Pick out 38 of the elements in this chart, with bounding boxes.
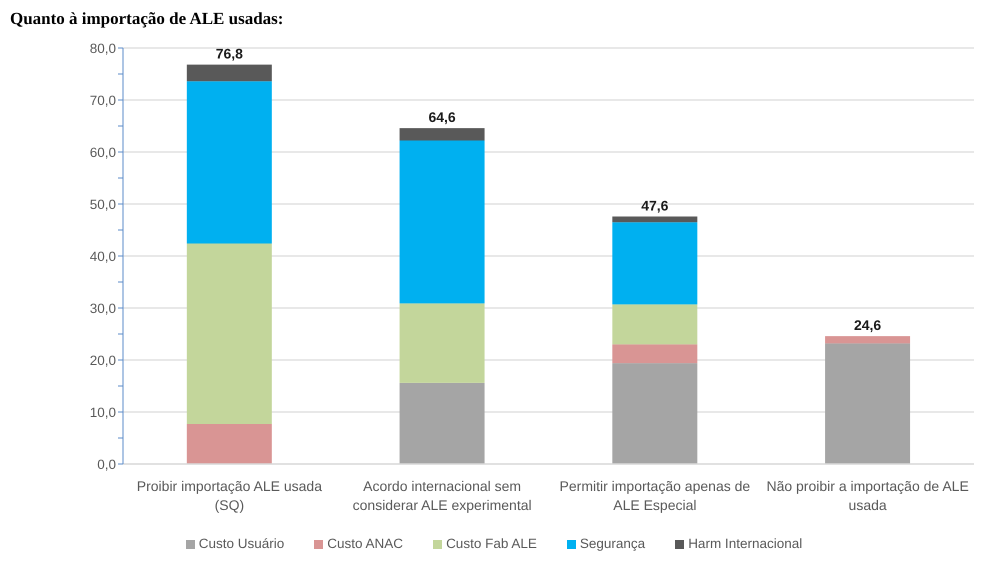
y-tick-label: 70,0 bbox=[90, 92, 116, 108]
legend-label: Custo Fab ALE bbox=[446, 536, 537, 551]
bar bbox=[612, 222, 698, 304]
x-tick-label: Permitir importação apenas de ALE Especial bbox=[560, 478, 750, 513]
y-tick-label: 40,0 bbox=[90, 248, 116, 264]
total-label: 64,6 bbox=[428, 109, 456, 126]
y-tick-label: 30,0 bbox=[90, 300, 116, 316]
x-tick-label: Acordo internacional sem considerar ALE experimental bbox=[352, 478, 532, 513]
total-label: 76,8 bbox=[216, 46, 244, 62]
legend-label: Custo ANAC bbox=[327, 536, 404, 551]
x-tick-label: Proibir importação ALE usada (SQ) bbox=[136, 478, 322, 513]
bar bbox=[612, 344, 698, 364]
legend-label: Harm Internacional bbox=[688, 536, 802, 551]
bar bbox=[825, 336, 910, 344]
y-tick-label: 20,0 bbox=[90, 352, 116, 368]
bar bbox=[400, 140, 485, 304]
bar bbox=[186, 64, 272, 82]
bar bbox=[400, 128, 485, 141]
bar bbox=[612, 304, 698, 344]
bar bbox=[186, 244, 272, 424]
legend-label: Custo Usuário bbox=[198, 536, 284, 551]
bar bbox=[400, 382, 485, 464]
total-label: 47,6 bbox=[641, 197, 669, 214]
bar bbox=[825, 343, 910, 464]
chart-title: Quanto à importação de ALE usadas: bbox=[9, 8, 284, 30]
total-label: 24,6 bbox=[854, 317, 882, 334]
bar bbox=[400, 303, 485, 383]
y-tick-label: 50,0 bbox=[90, 196, 116, 212]
bar bbox=[186, 424, 272, 464]
bar bbox=[612, 216, 698, 222]
y-tick-label: 60,0 bbox=[90, 144, 116, 160]
bar bbox=[186, 81, 272, 244]
x-tick-label: Não proibir a importação de ALE usada bbox=[766, 478, 969, 513]
bar bbox=[612, 363, 698, 464]
legend-label: Segurança bbox=[580, 536, 646, 551]
y-tick-label: 80,0 bbox=[90, 40, 116, 56]
y-tick-label: 10,0 bbox=[90, 404, 116, 420]
y-tick-label: 0,0 bbox=[97, 456, 116, 472]
